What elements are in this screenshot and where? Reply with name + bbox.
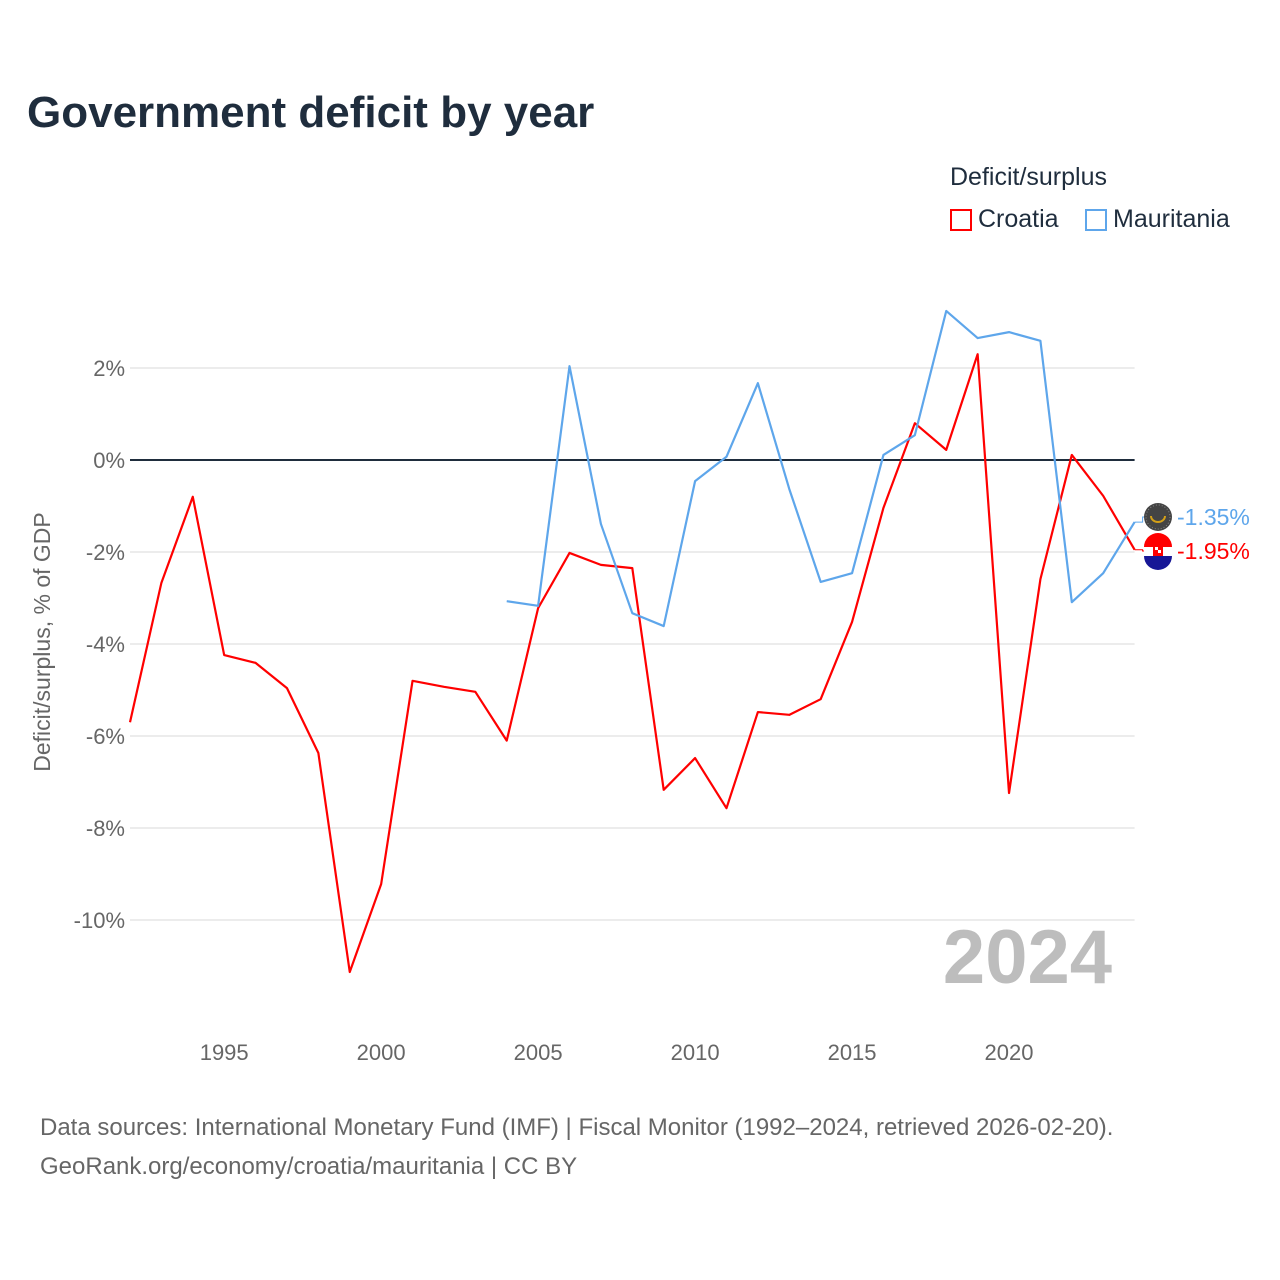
y-tick-label: -6% xyxy=(86,724,125,749)
data-point-croatia[interactable] xyxy=(567,550,573,556)
mauritania-flag-icon xyxy=(1144,503,1172,531)
data-point-mauritania[interactable] xyxy=(629,610,635,616)
y-axis-label: Deficit/surplus, % of GDP xyxy=(29,512,55,771)
croatia-flag-icon xyxy=(1144,533,1172,570)
data-point-croatia[interactable] xyxy=(880,505,886,511)
data-point-mauritania[interactable] xyxy=(504,598,510,604)
footer: Data sources: International Monetary Fun… xyxy=(40,1108,1113,1186)
legend-label-mauritania: Mauritania xyxy=(1113,205,1230,233)
x-tick-label: 2015 xyxy=(828,1040,877,1065)
data-point-croatia[interactable] xyxy=(504,738,510,744)
end-label-mauritania: -1.35% xyxy=(1177,504,1250,530)
data-point-croatia[interactable] xyxy=(441,684,447,690)
end-label-croatia: -1.95% xyxy=(1177,538,1250,564)
data-point-mauritania[interactable] xyxy=(1037,338,1043,344)
footer-link[interactable]: GeoRank.org/economy/croatia/mauritania |… xyxy=(40,1153,578,1180)
data-point-mauritania[interactable] xyxy=(661,623,667,629)
data-point-croatia[interactable] xyxy=(1100,493,1106,499)
x-tick-label: 2000 xyxy=(357,1040,406,1065)
data-point-croatia[interactable] xyxy=(253,660,259,666)
data-point-mauritania[interactable] xyxy=(1069,599,1075,605)
y-tick-label: 0% xyxy=(93,448,125,473)
chart-title: Government deficit by year xyxy=(27,88,595,137)
data-point-mauritania[interactable] xyxy=(1006,329,1012,335)
data-point-croatia[interactable] xyxy=(190,494,196,500)
data-point-mauritania[interactable] xyxy=(535,603,541,609)
data-point-mauritania[interactable] xyxy=(723,454,729,460)
data-point-croatia[interactable] xyxy=(818,696,824,702)
data-point-mauritania[interactable] xyxy=(975,335,981,341)
legend-swatch-croatia xyxy=(950,208,972,231)
data-point-croatia[interactable] xyxy=(723,805,729,811)
data-point-mauritania[interactable] xyxy=(1100,570,1106,576)
data-point-mauritania[interactable] xyxy=(849,570,855,576)
data-point-croatia[interactable] xyxy=(598,562,604,568)
x-tick-label: 2005 xyxy=(514,1040,563,1065)
year-watermark: 2024 xyxy=(943,915,1112,1000)
data-point-croatia[interactable] xyxy=(1037,576,1043,582)
data-point-croatia[interactable] xyxy=(127,719,133,725)
footer-sources: Data sources: International Monetary Fun… xyxy=(40,1114,1114,1141)
y-tick-label: 2% xyxy=(93,356,125,381)
legend-item-mauritania[interactable]: Mauritania xyxy=(1085,205,1230,234)
y-tick-label: -10% xyxy=(74,908,125,933)
data-point-mauritania[interactable] xyxy=(692,478,698,484)
data-point-croatia[interactable] xyxy=(158,580,164,586)
data-point-croatia[interactable] xyxy=(943,447,949,453)
y-tick-label: -8% xyxy=(86,816,125,841)
data-point-croatia[interactable] xyxy=(472,689,478,695)
x-tick-label: 2020 xyxy=(985,1040,1034,1065)
data-point-mauritania[interactable] xyxy=(880,452,886,458)
data-point-croatia[interactable] xyxy=(315,750,321,756)
data-point-croatia[interactable] xyxy=(410,678,416,684)
series-line-mauritania[interactable] xyxy=(506,309,1136,628)
data-point-mauritania[interactable] xyxy=(598,521,604,527)
data-point-croatia[interactable] xyxy=(692,755,698,761)
data-point-croatia[interactable] xyxy=(221,652,227,658)
data-point-croatia[interactable] xyxy=(755,709,761,715)
data-point-mauritania[interactable] xyxy=(912,432,918,438)
legend-item-croatia[interactable]: Croatia xyxy=(950,205,1059,234)
data-point-mauritania[interactable] xyxy=(755,380,761,386)
data-point-mauritania[interactable] xyxy=(567,363,573,369)
data-point-mauritania[interactable] xyxy=(943,308,949,314)
legend-swatch-mauritania xyxy=(1085,208,1107,231)
data-point-croatia[interactable] xyxy=(1069,452,1075,458)
y-tick-label: -2% xyxy=(86,540,125,565)
data-point-croatia[interactable] xyxy=(975,351,981,357)
legend-label-croatia: Croatia xyxy=(978,205,1059,233)
x-tick-label: 1995 xyxy=(200,1040,249,1065)
data-point-mauritania[interactable] xyxy=(818,579,824,585)
data-point-mauritania[interactable] xyxy=(786,486,792,492)
data-point-croatia[interactable] xyxy=(1006,790,1012,796)
x-tick-label: 2010 xyxy=(671,1040,720,1065)
data-point-croatia[interactable] xyxy=(629,565,635,571)
data-point-croatia[interactable] xyxy=(378,881,384,887)
data-point-croatia[interactable] xyxy=(849,619,855,625)
data-point-croatia[interactable] xyxy=(284,685,290,691)
data-point-croatia[interactable] xyxy=(347,969,353,975)
data-point-croatia[interactable] xyxy=(786,712,792,718)
series-line-croatia[interactable] xyxy=(128,353,1136,974)
y-tick-label: -4% xyxy=(86,632,125,657)
legend-title: Deficit/surplus xyxy=(950,163,1107,191)
data-point-croatia[interactable] xyxy=(661,787,667,793)
